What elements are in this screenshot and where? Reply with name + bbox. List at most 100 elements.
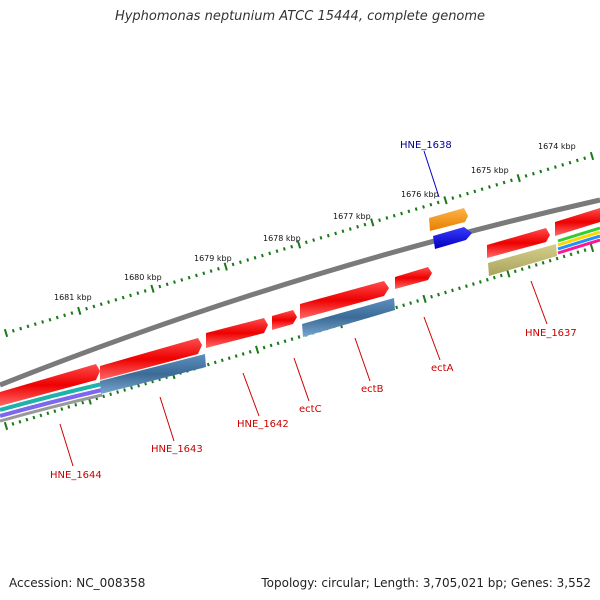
minor-tick (63, 313, 67, 318)
minor-tick (246, 258, 250, 262)
minor-tick (499, 273, 503, 278)
minor-tick (568, 160, 572, 165)
minor-tick (81, 400, 85, 405)
minor-tick (451, 196, 455, 200)
major-tick (3, 328, 9, 338)
kbp-label: 1677 kbp (333, 212, 371, 221)
minor-tick (46, 411, 50, 416)
minor-tick (466, 191, 469, 196)
cds-ecta[interactable] (395, 267, 432, 289)
minor-tick (11, 328, 15, 333)
minor-tick (471, 282, 475, 286)
minor-tick (39, 413, 43, 418)
minor-tick (123, 388, 127, 392)
minor-tick (268, 251, 272, 256)
minor-tick (11, 422, 15, 426)
gene-label-ectc[interactable]: ectC (299, 404, 322, 415)
minor-tick (220, 358, 224, 363)
minor-tick (18, 419, 22, 424)
major-tick (370, 218, 375, 227)
minor-tick (583, 156, 587, 161)
cds-hne1643[interactable] (100, 338, 202, 380)
minor-tick (67, 405, 71, 409)
minor-tick (478, 280, 482, 284)
minor-tick (520, 267, 524, 272)
minor-tick (202, 271, 206, 276)
minor-tick (282, 247, 286, 251)
minor-tick (502, 180, 506, 185)
kbp-label: 1678 kbp (263, 234, 301, 243)
minor-tick (130, 386, 133, 390)
minor-tick (465, 284, 468, 288)
major-tick (77, 306, 82, 315)
cds-hne1642[interactable] (206, 318, 268, 348)
minor-tick (102, 394, 106, 399)
major-tick (422, 294, 427, 303)
major-tick (443, 196, 448, 205)
gene-label-ecta[interactable]: ectA (431, 363, 454, 374)
minor-tick (458, 194, 462, 198)
minor-tick (402, 303, 406, 308)
minor-tick (158, 284, 162, 289)
minor-tick (137, 383, 140, 388)
minor-tick (48, 317, 52, 322)
minor-tick (444, 290, 447, 295)
minor-tick (576, 250, 580, 255)
gene-label-hne1638[interactable]: HNE_1638 (400, 140, 452, 151)
cds-hne1637[interactable] (487, 228, 550, 258)
minor-tick (107, 300, 110, 304)
olive-feature (488, 244, 557, 276)
cds-features (0, 208, 600, 406)
gene-label-hne1637[interactable]: HNE_1637 (525, 328, 577, 339)
minor-tick (209, 269, 213, 273)
minor-tick (109, 392, 113, 397)
minor-tick (480, 187, 484, 192)
orange-feature-hne1638[interactable] (429, 208, 468, 231)
minor-tick (269, 343, 273, 348)
minor-tick (429, 202, 433, 207)
minor-tick (206, 362, 210, 367)
gene-label-hne1643[interactable]: HNE_1643 (151, 444, 203, 455)
cds-hne1644[interactable] (0, 364, 100, 406)
minor-tick (458, 286, 461, 291)
minor-tick (99, 302, 103, 307)
minor-tick (227, 356, 231, 361)
minor-tick (143, 289, 147, 293)
minor-tick (575, 158, 579, 163)
minor-tick (260, 253, 264, 258)
minor-tick (524, 174, 528, 178)
cds-right-edge[interactable] (555, 208, 600, 236)
minor-tick (121, 295, 125, 300)
minor-tick (85, 306, 88, 311)
minor-tick (248, 350, 252, 354)
gene-label-ectb[interactable]: ectB (361, 384, 384, 395)
minor-tick (451, 288, 454, 293)
minor-tick (416, 299, 420, 303)
blue-arrow-hne1638[interactable] (433, 227, 472, 249)
minor-tick (275, 249, 279, 253)
gene-label-hne1644[interactable]: HNE_1644 (50, 470, 102, 481)
minor-tick (436, 200, 440, 205)
cds-ectb[interactable] (300, 281, 389, 319)
minor-tick (180, 278, 184, 282)
minor-tick (70, 311, 74, 315)
major-tick (506, 269, 511, 278)
minor-tick (363, 222, 367, 227)
minor-tick (41, 320, 45, 324)
genome-stats-label: Topology: circular; Length: 3,705,021 bp… (261, 576, 591, 590)
minor-tick (400, 211, 403, 216)
minor-tick (495, 182, 499, 187)
major-tick (3, 421, 9, 431)
cds-ectc[interactable] (272, 310, 297, 330)
minor-tick (217, 267, 220, 271)
minor-tick (348, 227, 352, 231)
minor-tick (195, 273, 198, 278)
minor-tick (378, 218, 381, 222)
minor-tick (92, 304, 96, 309)
minor-tick (60, 407, 64, 411)
kbp-label: 1679 kbp (194, 254, 232, 263)
gene-label-hne1642[interactable]: HNE_1642 (237, 419, 289, 430)
major-tick (255, 345, 260, 354)
kbp-label: 1675 kbp (471, 166, 509, 175)
